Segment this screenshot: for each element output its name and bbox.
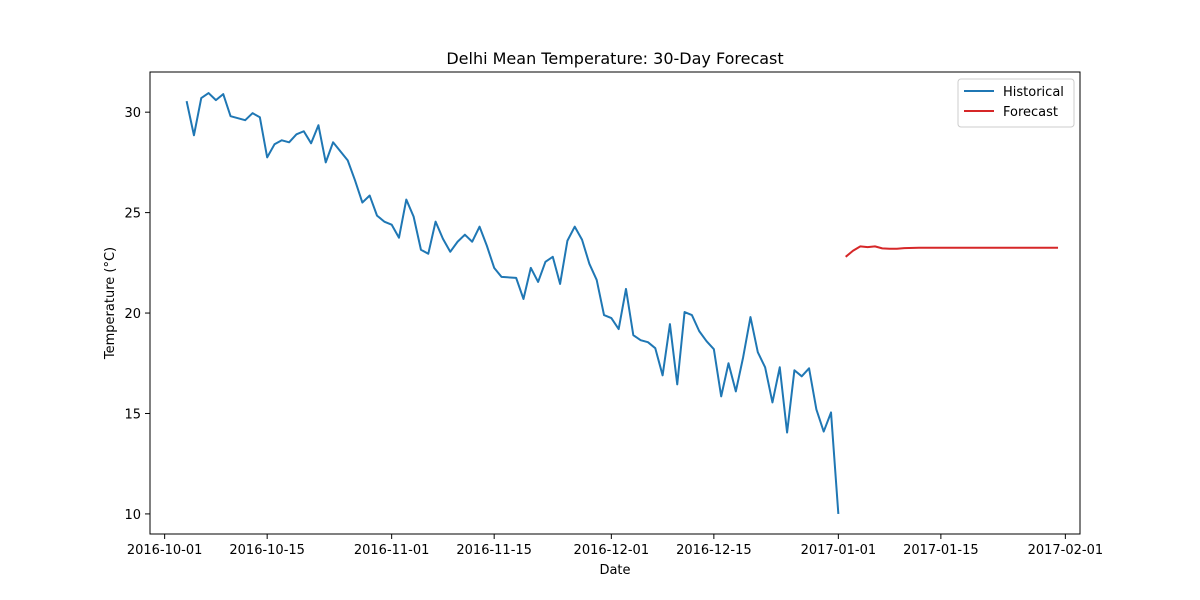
- x-axis: 2016-10-01 2016-10-15 2016-11-01 2016-11-15…: [127, 534, 1103, 558]
- x-tick-label: 2017-02-01: [1028, 543, 1104, 558]
- x-tick-label: 2016-10-01: [127, 543, 203, 558]
- x-tick-label: 2016-12-15: [676, 543, 752, 558]
- series-layer: [185, 92, 1059, 514]
- chart-title: Delhi Mean Temperature: 30-Day Forecast: [446, 49, 783, 68]
- legend-label-forecast: Forecast: [1003, 105, 1058, 120]
- x-tick-label: 2017-01-15: [903, 543, 979, 558]
- y-tick-label: 20: [124, 307, 141, 322]
- legend-label-historical: Historical: [1003, 85, 1064, 100]
- plot-area: [149, 71, 1081, 535]
- series-line-forecast: [845, 245, 1059, 258]
- legend: Historical Forecast: [957, 78, 1075, 128]
- y-tick-label: 10: [124, 508, 141, 523]
- y-tick-label: 25: [124, 207, 141, 222]
- x-tick-label: 2016-11-01: [354, 543, 430, 558]
- y-tick-label: 15: [124, 407, 141, 422]
- y-axis: 10 15 20 25 30: [124, 106, 150, 523]
- x-tick-label: 2016-11-15: [456, 543, 532, 558]
- x-axis-title: Date: [599, 563, 630, 578]
- y-tick-label: 30: [124, 106, 141, 121]
- x-tick-label: 2017-01-01: [801, 543, 877, 558]
- series-line-historical: [185, 92, 840, 514]
- y-axis-title: Temperature (°C): [103, 247, 118, 360]
- x-tick-label: 2016-10-15: [229, 543, 305, 558]
- x-tick-label: 2016-12-01: [574, 543, 650, 558]
